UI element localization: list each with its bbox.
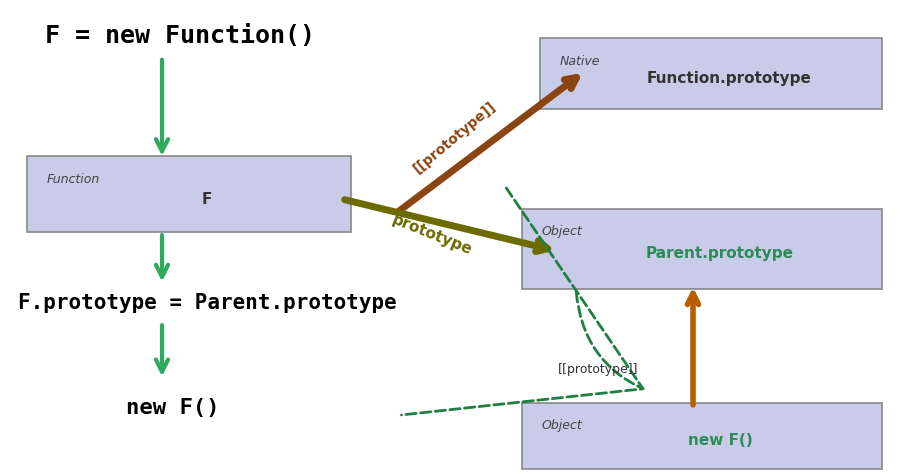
FancyBboxPatch shape: [27, 156, 351, 232]
Text: new F(): new F(): [688, 433, 752, 448]
FancyBboxPatch shape: [540, 38, 882, 109]
Text: [[prototype]]: [[prototype]]: [410, 99, 499, 176]
Text: Function: Function: [47, 173, 100, 186]
Text: Object: Object: [542, 419, 582, 432]
Text: Parent.prototype: Parent.prototype: [646, 246, 794, 261]
Text: F = new Function(): F = new Function(): [45, 24, 315, 48]
Text: prototype: prototype: [390, 212, 474, 257]
Text: Object: Object: [542, 225, 582, 238]
Text: F: F: [202, 191, 212, 207]
Text: Function.prototype: Function.prototype: [646, 71, 812, 86]
FancyBboxPatch shape: [522, 403, 882, 469]
Text: new F(): new F(): [126, 398, 220, 418]
Text: F.prototype = Parent.prototype: F.prototype = Parent.prototype: [18, 293, 397, 313]
FancyBboxPatch shape: [522, 209, 882, 289]
Text: Native: Native: [560, 55, 600, 67]
FancyArrowPatch shape: [401, 188, 643, 415]
Text: [[prototype]]: [[prototype]]: [558, 363, 638, 376]
